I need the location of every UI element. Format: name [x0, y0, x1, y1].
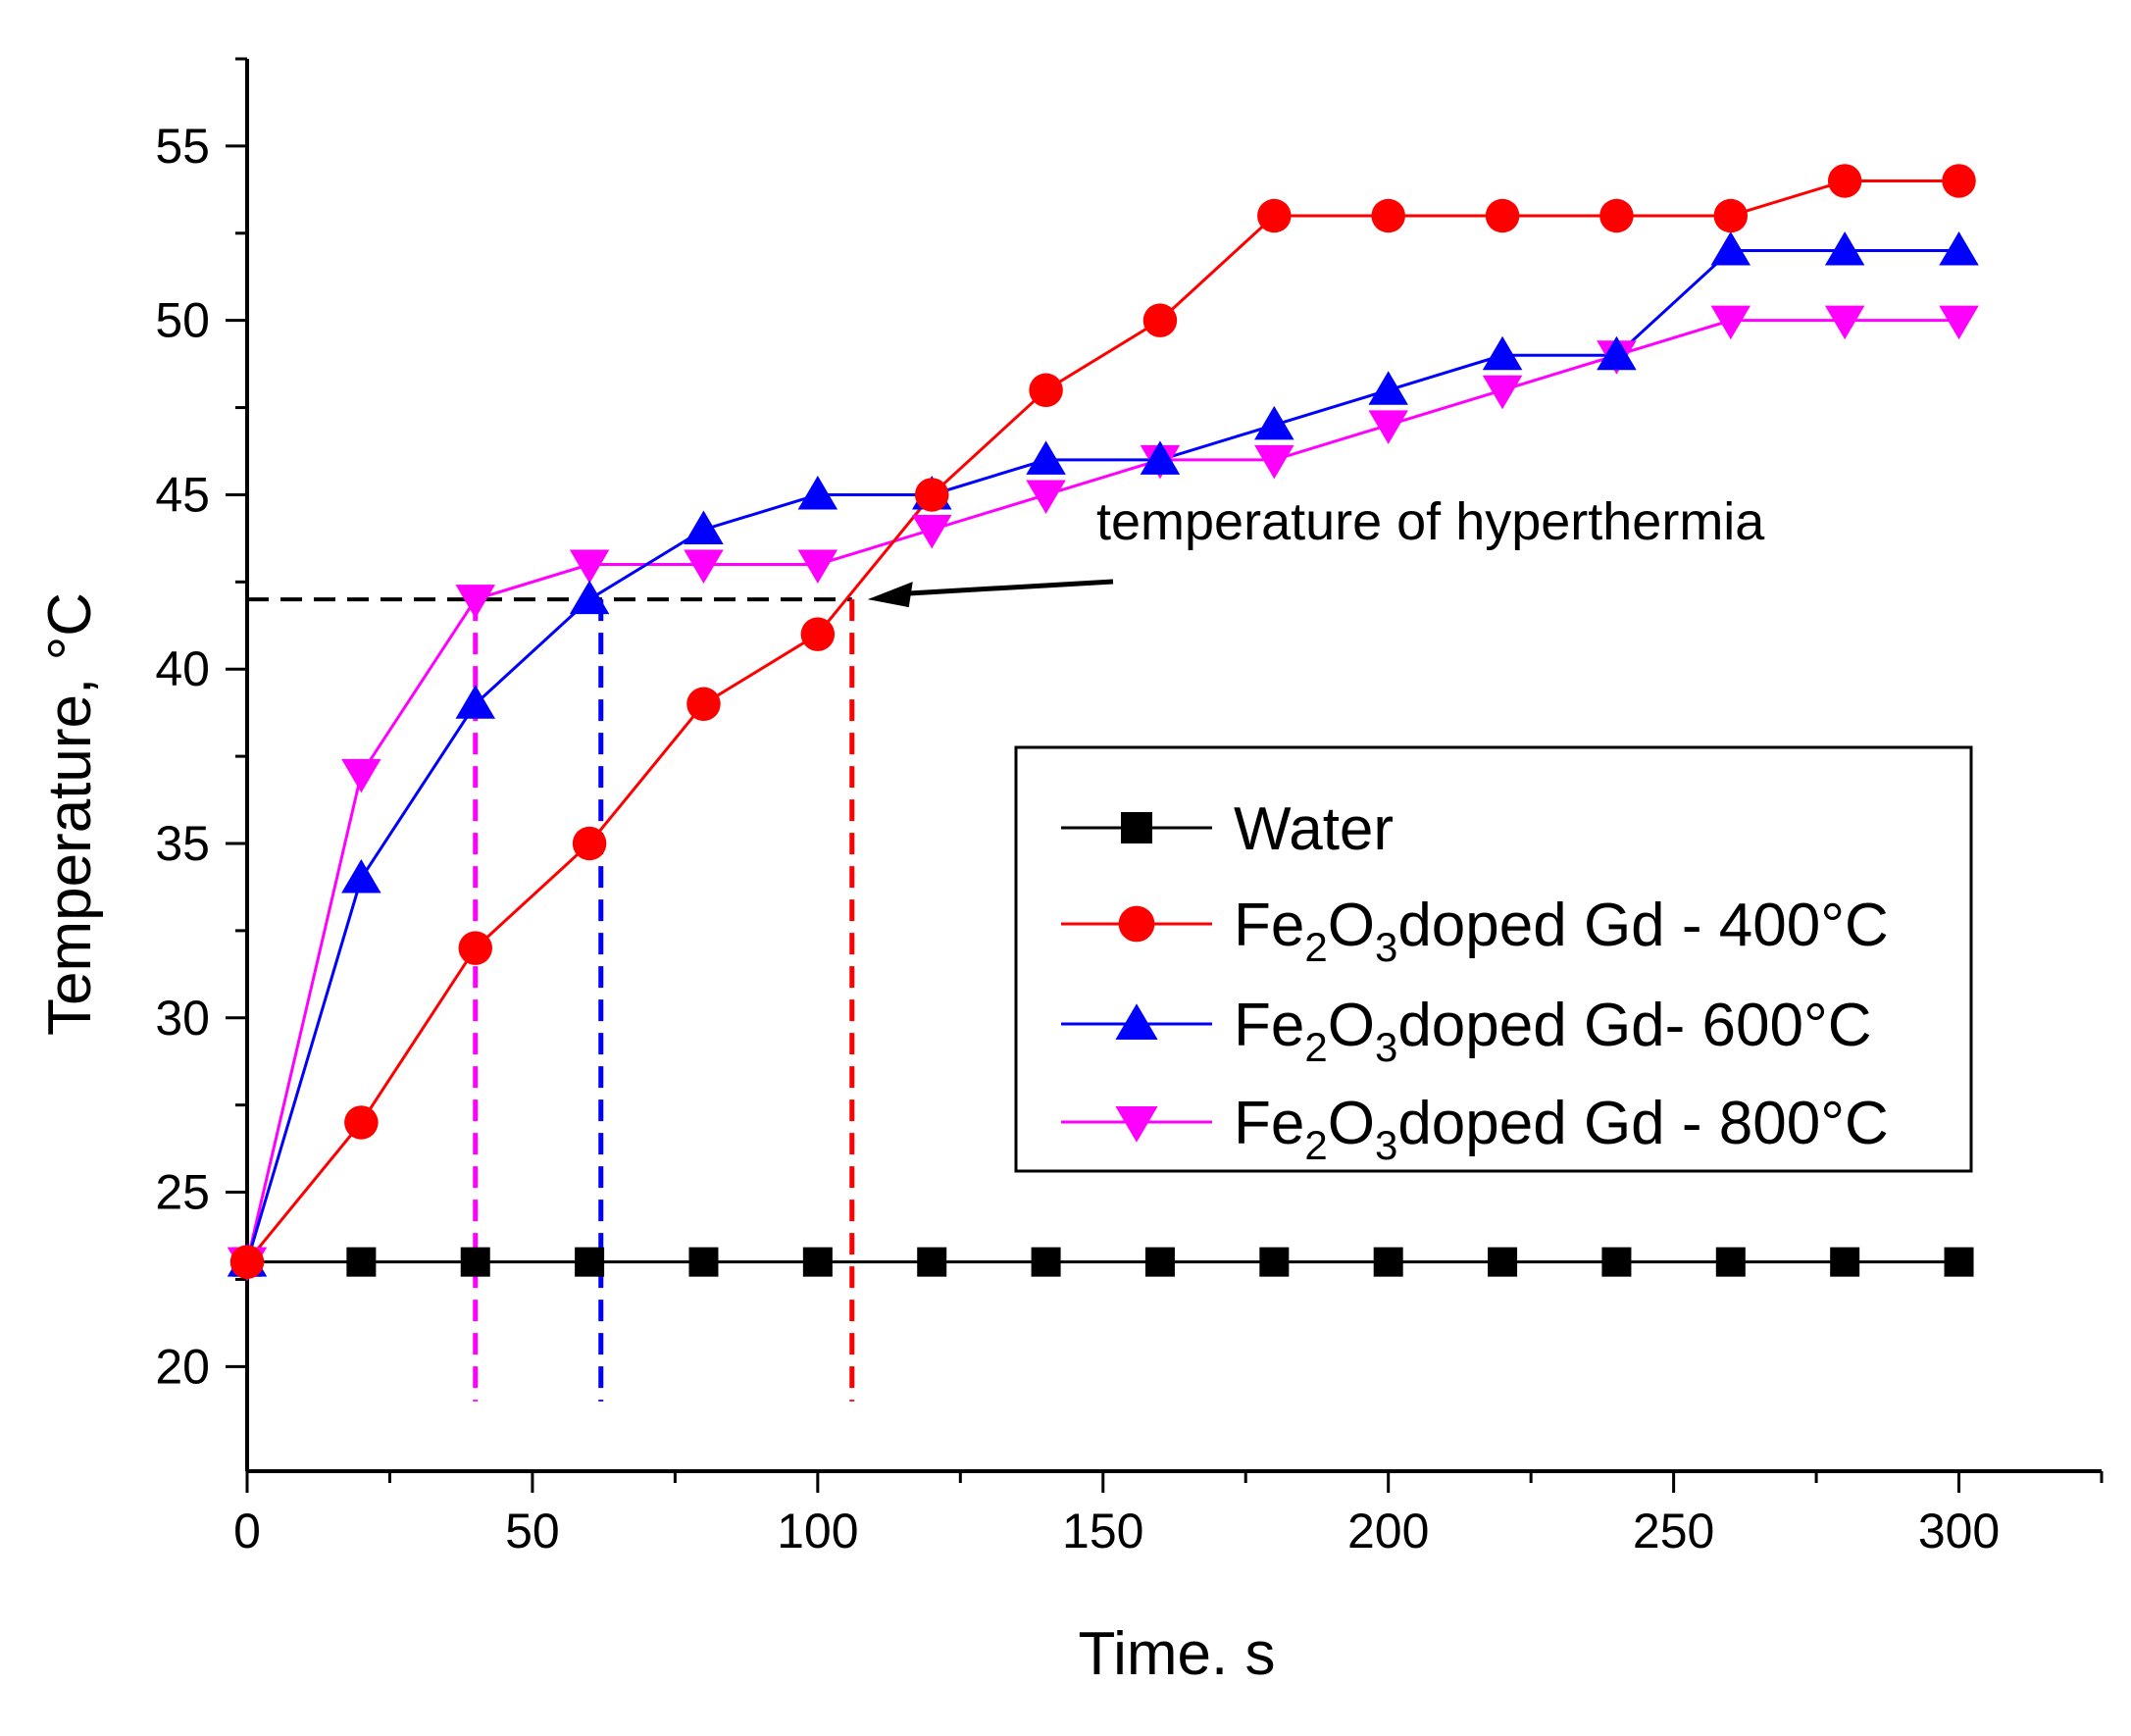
data-point: [1368, 371, 1408, 405]
x-tick-label: 200: [1347, 1504, 1429, 1558]
data-point: [1824, 231, 1865, 266]
legend-label: Fe2O3doped Gd - 400°C: [1234, 892, 1889, 970]
data-point: [1944, 1247, 1974, 1277]
y-tick-label: 25: [155, 1165, 210, 1220]
data-point: [686, 687, 721, 722]
data-point: [1601, 1247, 1632, 1277]
data-point: [1482, 335, 1523, 371]
annotation-arrow-shaft: [906, 579, 1114, 596]
legend-marker: [1121, 812, 1152, 843]
x-tick-label: 0: [233, 1504, 261, 1558]
series-line: [245, 249, 1959, 1263]
series-line: [245, 179, 1959, 1263]
data-point: [911, 515, 952, 549]
data-point: [1939, 305, 1979, 340]
y-tick-label: 30: [155, 991, 210, 1046]
data-point: [1029, 373, 1063, 408]
data-point: [1254, 444, 1294, 480]
data-point: [569, 580, 610, 615]
legend-marker: [1115, 1106, 1158, 1143]
data-point: [1710, 305, 1751, 340]
data-point: [575, 1247, 605, 1277]
data-point: [1259, 1247, 1290, 1277]
legend-label: Fe2O3doped Gd- 600°C: [1234, 992, 1872, 1070]
series-line: [245, 319, 1959, 1263]
axes: 20 25 30 35 40 45 50 55 0 50 100 150 200 250 300: [155, 57, 2104, 1558]
data-point: [1140, 440, 1181, 475]
annotation-text: temperature of hyperthermia: [1096, 492, 1765, 551]
data-point: [1144, 1247, 1175, 1277]
legend-label: Fe2O3doped Gd - 800°C: [1234, 1090, 1889, 1168]
y-tick-label: 35: [155, 816, 210, 871]
hyperthermia-guides: [247, 597, 855, 1402]
data-point: [1485, 198, 1520, 233]
data-point: [344, 1105, 379, 1140]
annotation: temperature of hyperthermia: [867, 492, 1765, 608]
data-point: [1257, 198, 1292, 233]
data-point: [1368, 410, 1408, 444]
legend-marker: [1118, 905, 1155, 943]
data-point: [1824, 305, 1865, 340]
data-point: [917, 1247, 947, 1277]
data-point: [229, 1245, 265, 1279]
data-point: [341, 859, 381, 894]
data-point: [346, 1247, 377, 1277]
x-tick-label: 50: [505, 1504, 560, 1558]
series-lines: [245, 179, 1959, 1264]
y-tick-label: 45: [155, 467, 210, 522]
x-tick-label: 150: [1062, 1504, 1143, 1558]
legend-marker: [1115, 1003, 1158, 1040]
data-point: [1599, 198, 1634, 233]
y-tick-label: 50: [155, 293, 210, 348]
data-point: [1371, 198, 1405, 233]
data-point: [1031, 1247, 1061, 1277]
data-point: [1026, 480, 1066, 514]
data-point: [1026, 440, 1066, 475]
data-point: [1373, 1247, 1403, 1277]
y-tick-label: 55: [155, 119, 210, 174]
data-point: [684, 549, 724, 585]
data-point: [797, 475, 838, 510]
data-point: [914, 478, 949, 512]
annotation-arrow-head: [867, 582, 913, 608]
data-point: [1939, 231, 1979, 266]
y-axis-title: Temperature, °C: [36, 592, 104, 1036]
data-point: [458, 931, 492, 965]
data-point: [1830, 1247, 1860, 1277]
data-point: [455, 685, 495, 719]
data-point: [684, 510, 724, 544]
data-point: [572, 826, 607, 861]
data-point: [1715, 1247, 1746, 1277]
y-tick-label: 40: [155, 641, 210, 696]
data-point: [688, 1247, 719, 1277]
data-point: [797, 549, 838, 585]
data-point: [569, 549, 610, 585]
data-point: [1488, 1247, 1518, 1277]
x-tick-label: 250: [1633, 1504, 1714, 1558]
series-markers: [227, 164, 1979, 1282]
data-point: [455, 585, 495, 619]
data-point: [1942, 164, 1976, 198]
y-tick-label: 20: [155, 1339, 210, 1394]
legend-box: [1014, 745, 1973, 1173]
data-point: [460, 1247, 490, 1277]
data-point: [1710, 231, 1751, 266]
x-tick-label: 300: [1918, 1504, 2000, 1558]
legend: Water Fe2O3doped Gd - 400°C Fe2O3doped Gd-…: [1014, 745, 1973, 1173]
data-point: [1142, 303, 1178, 337]
data-point: [1482, 375, 1523, 410]
data-point: [1254, 405, 1294, 440]
x-tick-label: 100: [777, 1504, 858, 1558]
data-point: [800, 617, 836, 651]
x-axis-title: Time. s: [1079, 1620, 1276, 1688]
data-point: [1597, 335, 1637, 371]
data-point: [341, 758, 381, 793]
data-point: [1713, 198, 1749, 233]
legend-label: Water: [1234, 795, 1394, 863]
data-point: [802, 1247, 833, 1277]
data-point: [1827, 164, 1862, 198]
